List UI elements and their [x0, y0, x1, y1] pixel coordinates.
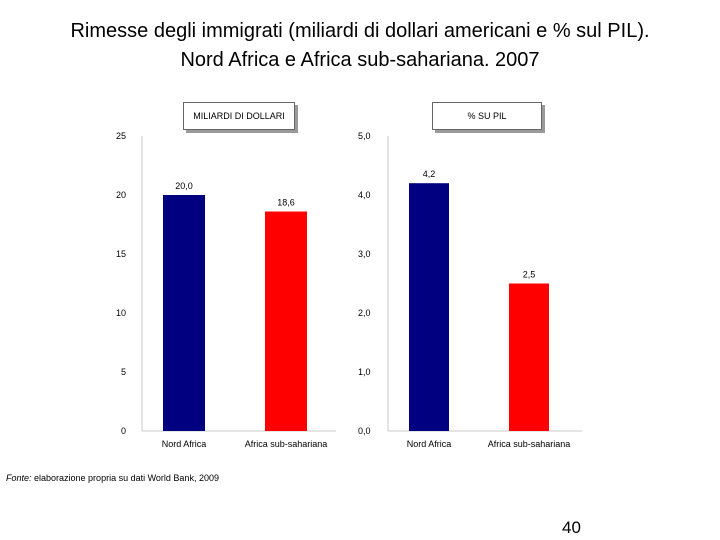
source-prefix: Fonte:: [6, 473, 32, 483]
page-number: 40: [562, 518, 581, 537]
y-tick-label: 2,0: [358, 308, 371, 318]
data-label: 4,2: [423, 169, 436, 179]
chart-title-billions: MILIARDI DI DOLLARI: [183, 102, 295, 130]
chart-title-percent: % SU PIL: [432, 102, 542, 130]
source-note: Fonte: elaborazione propria su dati Worl…: [6, 473, 219, 483]
y-tick-label: 5: [121, 367, 126, 377]
data-label: 2,5: [523, 270, 536, 280]
title-line-1: Rimesse degli immigrati (miliardi di dol…: [70, 20, 650, 42]
y-tick-label: 25: [116, 131, 126, 141]
title-line-2: Nord Africa e Africa sub-sahariana. 2007: [180, 49, 540, 71]
data-label: 18,6: [277, 198, 295, 208]
chart-billions-usd: 0 5 10 15 20 25 20,0 Nord Africa 18,6 Africa sub-…: [116, 131, 336, 449]
chart-percent-gdp: 0,0 1,0 2,0 3,0 4,0 5,0 4,2 Nord Africa 2,5 Afric…: [358, 131, 582, 449]
y-tick-label: 0,0: [358, 426, 371, 436]
bar-africa-sub-sahariana: [265, 211, 307, 431]
bar-nord-africa: [409, 183, 449, 431]
y-tick-label: 20: [116, 190, 126, 200]
y-tick-label: 3,0: [358, 249, 371, 259]
y-tick-label: 10: [116, 308, 126, 318]
y-tick-label: 4,0: [358, 190, 371, 200]
x-category-label: Africa sub-sahariana: [245, 439, 328, 449]
y-tick-label: 1,0: [358, 367, 371, 377]
x-category-label: Africa sub-sahariana: [488, 439, 571, 449]
source-text: elaborazione propria su dati World Bank,…: [31, 473, 219, 483]
y-tick-label: 15: [116, 249, 126, 259]
y-tick-label: 5,0: [358, 131, 371, 141]
bar-africa-sub-sahariana: [509, 283, 549, 431]
y-tick-label: 0: [121, 426, 126, 436]
x-category-label: Nord Africa: [162, 439, 207, 449]
bar-nord-africa: [163, 195, 205, 431]
x-category-label: Nord Africa: [407, 439, 452, 449]
data-label: 20,0: [175, 181, 193, 191]
